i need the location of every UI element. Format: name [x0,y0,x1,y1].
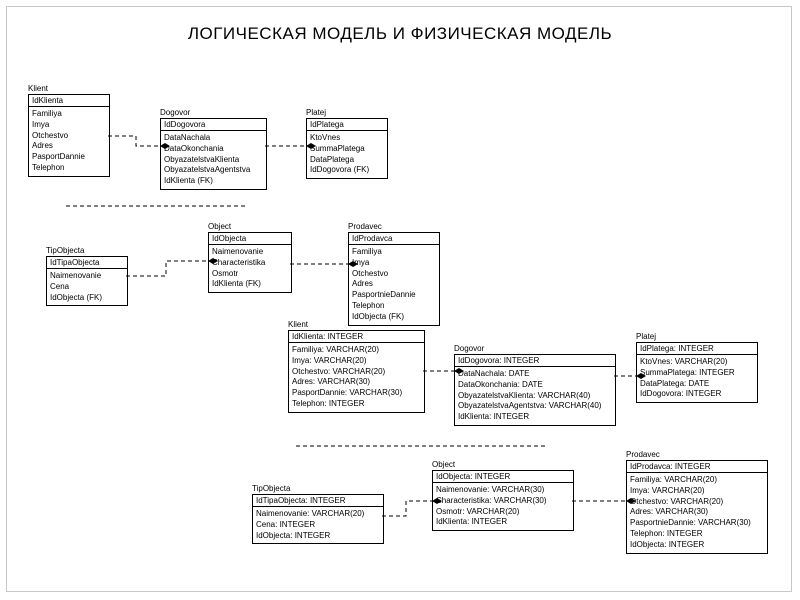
entity-attrs: Familiya: VARCHAR(20) Imya: VARCHAR(20) … [627,473,767,553]
entity-pk: IdPlatega [307,119,387,131]
entity-pk: IdObjecta [209,233,291,245]
entity-header-tipobjecta: TipObjecta [46,246,84,255]
entity-header-klient-phys: Klient [288,320,308,329]
entity-objects: IdObjecta Naimenovanie Characteristika O… [208,232,292,293]
entity-object-phys: IdObjecta: INTEGER Naimenovanie: VARCHAR… [432,470,574,531]
entity-dogovora: IdDogovora DataNachala DataOkonchania Ob… [160,118,267,190]
entity-attrs: Naimenovanie: VARCHAR(20) Cena: INTEGER … [253,507,383,543]
page-title: ЛОГИЧЕСКАЯ МОДЕЛЬ И ФИЗИЧЕСКАЯ МОДЕЛЬ [0,24,800,44]
entity-header-platej: Platej [306,108,326,117]
entity-platejs: IdPlatega KtoVnes SummaPlatega DataPlate… [306,118,388,179]
entity-header-object: Object [208,222,231,231]
entity-klient-phys: IdKlienta: INTEGER Familiya: VARCHAR(20)… [288,330,425,413]
entity-header-dogovor: Dogovor [160,108,190,117]
entity-pk: IdTipaObjecta: INTEGER [253,495,383,507]
entity-pk: IdTipaObjecta [47,257,127,269]
entity-pk: IdKlienta [29,95,109,107]
entity-header-object-phys: Object [432,460,455,469]
entity-dogovor-phys: IdDogovora: INTEGER DataNachala: DATE Da… [454,354,616,426]
entity-header-klient: Klient [28,84,48,93]
entity-header-prodavec-phys: Prodavec [626,450,660,459]
entity-attrs: Familiya Imya Otchestvo Adres PasportDan… [29,107,109,176]
entity-attrs: Naimenovanie Cena IdObjecta (FK) [47,269,127,305]
entity-pk: IdDogovora: INTEGER [455,355,615,367]
entity-header-platej-phys: Platej [636,332,656,341]
entity-attrs: DataNachala: DATE DataOkonchania: DATE O… [455,367,615,425]
entity-tipobjecta: IdTipaObjecta Naimenovanie Cena IdObject… [46,256,128,306]
entity-attrs: Familiya Imya Otchestvo Adres Pasportnie… [349,245,439,325]
entity-pk: IdProdavca: INTEGER [627,461,767,473]
entity-pk: IdProdavca [349,233,439,245]
entity-prodavec: IdProdavca Familiya Imya Otchestvo Adres… [348,232,440,326]
entity-platej-phys: IdPlatega: INTEGER KtoVnes: VARCHAR(20) … [636,342,758,403]
entity-pk: IdPlatega: INTEGER [637,343,757,355]
entity-pk: IdDogovora [161,119,266,131]
entity-header-prodavec: Prodavec [348,222,382,231]
entity-header-dogovor-phys: Dogovor [454,344,484,353]
entity-header-tipobjecta-phys: TipObjecta [252,484,290,493]
entity-pk: IdObjecta: INTEGER [433,471,573,483]
entity-attrs: DataNachala DataOkonchania Obyazatelstva… [161,131,266,189]
entity-attrs: KtoVnes: VARCHAR(20) SummaPlatega: INTEG… [637,355,757,402]
entity-prodavec-phys: IdProdavca: INTEGER Familiya: VARCHAR(20… [626,460,768,554]
entity-pk: IdKlienta: INTEGER [289,331,424,343]
entity-tipobjecta-phys: IdTipaObjecta: INTEGER Naimenovanie: VAR… [252,494,384,544]
entity-attrs: Naimenovanie: VARCHAR(30) Characteristik… [433,483,573,530]
entity-attrs: Familiya: VARCHAR(20) Imya: VARCHAR(20) … [289,343,424,412]
entity-attrs: Naimenovanie Characteristika Osmotr IdKl… [209,245,291,292]
entity-attrs: KtoVnes SummaPlatega DataPlatega IdDogov… [307,131,387,178]
entity-klients: IdKlienta Familiya Imya Otchestvo Adres … [28,94,110,177]
